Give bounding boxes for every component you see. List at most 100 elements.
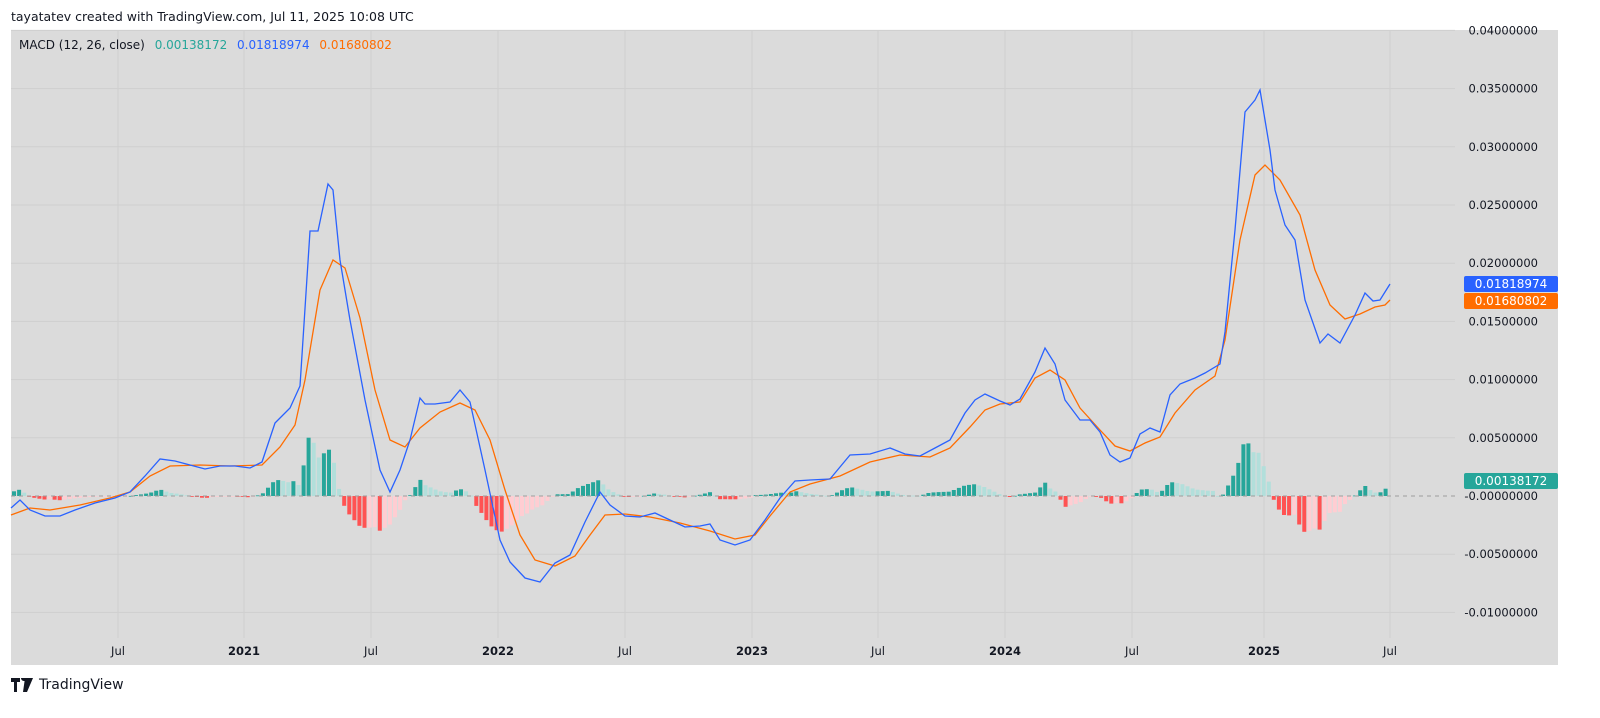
histogram-bar (631, 496, 636, 497)
time-axis-label: Jul (363, 644, 378, 658)
histogram-bar (52, 496, 57, 500)
time-axis-label: 2021 (228, 644, 260, 658)
time-axis-label: 2024 (989, 644, 1021, 658)
histogram-bar (306, 437, 311, 496)
histogram-bar (342, 496, 347, 506)
histogram-bar (733, 496, 738, 500)
histogram-bar (758, 494, 763, 496)
histogram-bar (1180, 484, 1185, 496)
histogram-bar (413, 487, 418, 496)
indicator-legend[interactable]: MACD (12, 26, close) 0.00138172 0.018189… (19, 38, 398, 52)
histogram-bar (550, 496, 555, 497)
histogram-bar (1022, 493, 1027, 496)
histogram-bar (255, 495, 260, 497)
legend-histogram-value: 0.00138172 (154, 38, 228, 52)
histogram-bar (901, 494, 905, 496)
histogram-bar (17, 489, 22, 496)
histogram-bar (555, 494, 560, 496)
histogram-bar (1348, 496, 1352, 500)
histogram-bar (1327, 496, 1332, 513)
histogram-bar (230, 496, 235, 497)
histogram-bar (1129, 496, 1134, 499)
histogram-bar (814, 494, 819, 496)
histogram-bar (1368, 490, 1373, 496)
time-axis-label: 2022 (482, 644, 514, 658)
histogram-bar (1094, 496, 1098, 497)
histogram-bar (1266, 481, 1271, 496)
histogram-bar (1363, 486, 1368, 496)
histogram-bar (301, 465, 306, 496)
histogram-bar (936, 492, 941, 496)
macd-chart-pane[interactable] (11, 30, 1558, 665)
histogram-bar (367, 496, 372, 528)
histogram-bar (525, 496, 530, 514)
histogram-bar (880, 491, 885, 496)
histogram-bar (647, 494, 651, 496)
histogram-bar (418, 479, 423, 496)
histogram-bar (443, 492, 448, 496)
histogram-bar (850, 487, 855, 496)
histogram-bar (433, 489, 438, 496)
histogram-bar (22, 492, 27, 496)
histogram-bar (210, 496, 215, 498)
histogram-bar (291, 481, 296, 496)
tradingview-logo[interactable]: TradingView (11, 677, 124, 693)
histogram-bar (42, 496, 47, 500)
histogram-bar (37, 496, 42, 499)
histogram-bar (286, 482, 291, 496)
time-axis[interactable]: Jul 2021 Jul 2022 Jul 2023 Jul 2024 Jul 2025 Jul (110, 644, 1397, 658)
histogram-bars (12, 437, 1388, 532)
histogram-bar (723, 496, 728, 500)
histogram-bar (276, 480, 281, 497)
histogram-bar (514, 496, 519, 520)
histogram-bar (824, 495, 829, 497)
histogram-bar (895, 493, 900, 496)
time-axis-label: 2023 (736, 644, 768, 658)
histogram-bar (789, 492, 794, 496)
histogram-bar (73, 496, 77, 499)
histogram-bar (1190, 488, 1195, 496)
histogram-bar (245, 496, 250, 498)
chart-credit: tayatatev created with TradingView.com, … (11, 9, 414, 24)
histogram-bar (12, 491, 16, 496)
histogram-bar (768, 494, 773, 496)
histogram-bar (794, 491, 799, 496)
histogram-bar (1261, 466, 1266, 496)
histogram-bar (1226, 485, 1231, 496)
histogram-bar (951, 490, 956, 496)
price-axis[interactable]: 0.04000000 0.03500000 0.03000000 0.02500000… (1464, 23, 1538, 619)
histogram-bar (1063, 496, 1068, 507)
histogram-bar (921, 494, 926, 496)
histogram-bar (987, 489, 992, 496)
legend-signal-value: 0.01680802 (319, 38, 392, 52)
time-axis-label: Jul (1382, 644, 1397, 658)
histogram-bar (997, 494, 1002, 496)
legend-title: MACD (12, 26, close) (19, 38, 145, 52)
histogram-bar (530, 496, 535, 510)
histogram-bar (763, 494, 768, 496)
histogram-bar (1297, 496, 1302, 525)
histogram-bar (784, 492, 789, 496)
histogram-bar (1358, 490, 1363, 496)
histogram-bar (454, 490, 458, 496)
price-axis-label: 0.00500000 (1468, 431, 1538, 445)
legend-macd-value: 0.01818974 (237, 38, 310, 52)
histogram-bar (774, 493, 778, 496)
histogram-bar (540, 496, 545, 506)
histogram-bar (205, 496, 209, 498)
histogram-bar (1373, 492, 1378, 496)
histogram-bar (1104, 496, 1109, 502)
histogram-bar (154, 490, 159, 496)
histogram-bar (1139, 489, 1144, 496)
histogram-bar (332, 462, 336, 496)
histogram-bar (1292, 496, 1297, 515)
histogram-bar (1068, 496, 1073, 506)
price-axis-label: 0.01500000 (1468, 314, 1538, 328)
histogram-bar (809, 494, 814, 496)
histogram-bar (169, 493, 174, 496)
signal-price-badge: 0.01680802 (1464, 293, 1558, 309)
histogram-bar (1200, 490, 1205, 496)
price-axis-label: 0.01000000 (1468, 373, 1538, 387)
histogram-bar (738, 496, 743, 499)
